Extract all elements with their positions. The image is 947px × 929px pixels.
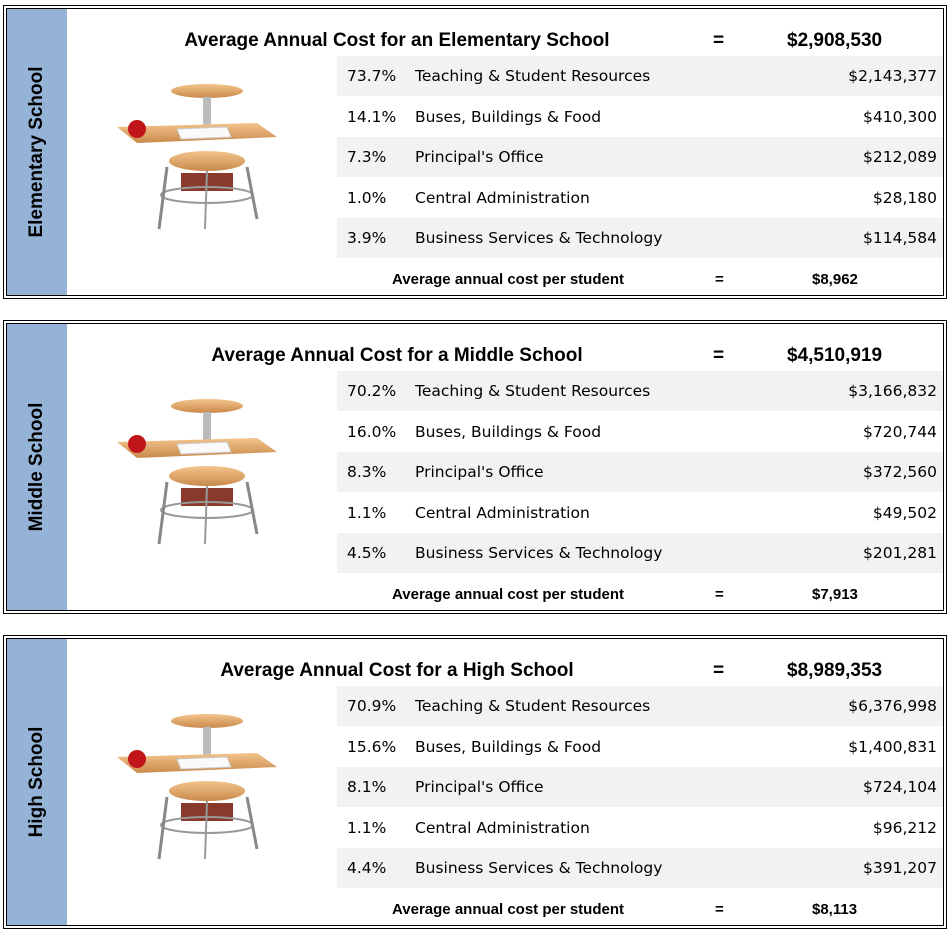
percent: 4.4% xyxy=(347,858,386,878)
footer-label: Average annual cost per student xyxy=(392,271,624,288)
percent: 14.1% xyxy=(347,107,396,127)
side-label: Elementary School xyxy=(26,66,48,237)
footer-equals: = xyxy=(715,901,724,918)
footer-label: Average annual cost per student xyxy=(392,586,624,603)
category: Teaching & Student Resources xyxy=(415,66,650,86)
percent: 3.9% xyxy=(347,228,386,248)
total-cost: $4,510,919 xyxy=(787,345,882,367)
percent: 15.6% xyxy=(347,737,396,757)
category: Principal's Office xyxy=(415,777,544,797)
percent: 70.2% xyxy=(347,381,396,401)
category: Principal's Office xyxy=(415,147,544,167)
desk-illustration xyxy=(107,709,287,869)
category: Central Administration xyxy=(415,188,590,208)
per-student-cost: $8,113 xyxy=(812,901,857,918)
total-cost: $8,989,353 xyxy=(787,660,882,682)
amount: $391,207 xyxy=(863,858,937,878)
panel-title: Average Annual Cost for an Elementary Sc… xyxy=(184,30,609,52)
cost-panel: Middle School Average Annual Cost for a … xyxy=(3,320,947,614)
percent: 8.3% xyxy=(347,462,386,482)
category: Buses, Buildings & Food xyxy=(415,422,601,442)
footer-equals: = xyxy=(715,586,724,603)
amount: $3,166,832 xyxy=(848,381,937,401)
category: Central Administration xyxy=(415,503,590,523)
amount: $1,400,831 xyxy=(848,737,937,757)
amount: $2,143,377 xyxy=(848,66,937,86)
category: Business Services & Technology xyxy=(415,228,662,248)
footer-equals: = xyxy=(715,271,724,288)
side-bar: High School xyxy=(7,639,67,925)
amount: $410,300 xyxy=(863,107,937,127)
side-label: Middle School xyxy=(26,403,48,532)
amount: $724,104 xyxy=(863,777,937,797)
page: Elementary School Average Annual Cost fo… xyxy=(0,0,947,926)
amount: $49,502 xyxy=(873,503,937,523)
category: Buses, Buildings & Food xyxy=(415,107,601,127)
category: Business Services & Technology xyxy=(415,543,662,563)
side-bar: Middle School xyxy=(7,324,67,610)
category: Teaching & Student Resources xyxy=(415,696,650,716)
percent: 1.0% xyxy=(347,188,386,208)
category: Central Administration xyxy=(415,818,590,838)
desk-illustration xyxy=(107,394,287,554)
amount: $212,089 xyxy=(863,147,937,167)
per-student-cost: $8,962 xyxy=(812,271,858,288)
panel-title: Average Annual Cost for a High School xyxy=(220,660,573,682)
amount: $114,584 xyxy=(863,228,937,248)
equals-sign: = xyxy=(713,660,724,682)
percent: 1.1% xyxy=(347,503,386,523)
side-label: High School xyxy=(26,727,48,838)
percent: 4.5% xyxy=(347,543,386,563)
cost-panel: Elementary School Average Annual Cost fo… xyxy=(3,5,947,299)
percent: 16.0% xyxy=(347,422,396,442)
percent: 73.7% xyxy=(347,66,396,86)
cost-panel: High School Average Annual Cost for a Hi… xyxy=(3,635,947,929)
amount: $6,376,998 xyxy=(848,696,937,716)
amount: $201,281 xyxy=(863,543,937,563)
panel-title: Average Annual Cost for a Middle School xyxy=(211,345,582,367)
amount: $28,180 xyxy=(873,188,937,208)
footer-label: Average annual cost per student xyxy=(392,901,624,918)
amount: $720,744 xyxy=(863,422,937,442)
category: Buses, Buildings & Food xyxy=(415,737,601,757)
per-student-cost: $7,913 xyxy=(812,586,858,603)
percent: 70.9% xyxy=(347,696,396,716)
amount: $96,212 xyxy=(873,818,937,838)
percent: 8.1% xyxy=(347,777,386,797)
desk-illustration xyxy=(107,79,287,239)
category: Business Services & Technology xyxy=(415,858,662,878)
category: Principal's Office xyxy=(415,462,544,482)
percent: 7.3% xyxy=(347,147,386,167)
amount: $372,560 xyxy=(863,462,937,482)
equals-sign: = xyxy=(713,30,724,52)
equals-sign: = xyxy=(713,345,724,367)
percent: 1.1% xyxy=(347,818,386,838)
side-bar: Elementary School xyxy=(7,9,67,295)
total-cost: $2,908,530 xyxy=(787,30,882,52)
category: Teaching & Student Resources xyxy=(415,381,650,401)
